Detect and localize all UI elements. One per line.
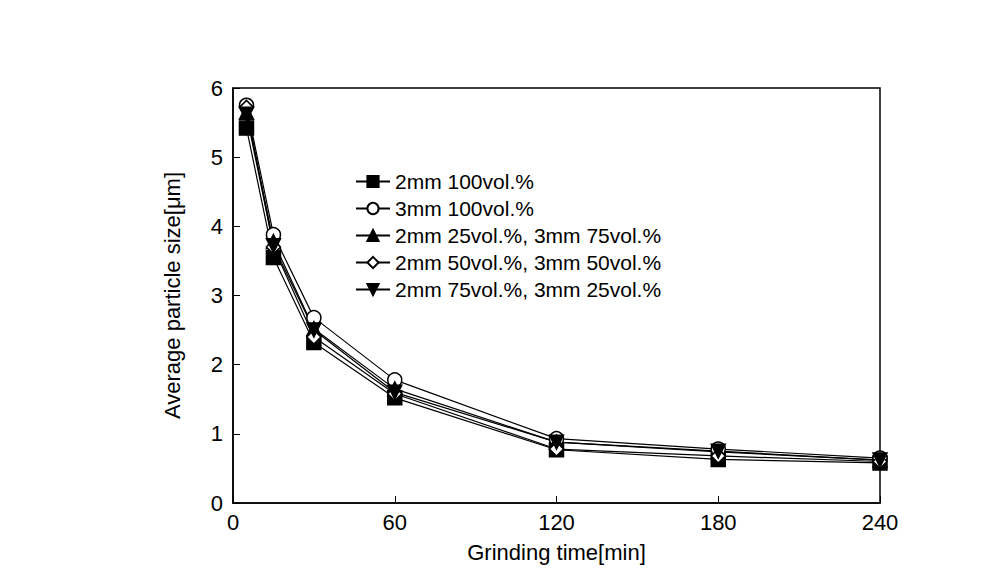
svg-text:5: 5 <box>211 145 223 170</box>
svg-text:2: 2 <box>211 352 223 377</box>
svg-text:180: 180 <box>700 510 737 535</box>
svg-text:1: 1 <box>211 421 223 446</box>
svg-text:0: 0 <box>211 491 223 516</box>
svg-text:3: 3 <box>211 283 223 308</box>
svg-text:60: 60 <box>383 510 407 535</box>
svg-text:Average particle size[μm]: Average particle size[μm] <box>160 172 185 419</box>
svg-text:2mm 25vol.%, 3mm 75vol.%: 2mm 25vol.%, 3mm 75vol.% <box>395 224 661 247</box>
svg-text:3mm 100vol.%: 3mm 100vol.% <box>395 197 534 220</box>
svg-text:2mm 75vol.%, 3mm 25vol.%: 2mm 75vol.%, 3mm 25vol.% <box>395 278 661 301</box>
svg-text:2mm 100vol.%: 2mm 100vol.% <box>395 170 534 193</box>
svg-text:4: 4 <box>211 214 223 239</box>
svg-text:6: 6 <box>211 76 223 101</box>
svg-text:240: 240 <box>862 510 899 535</box>
svg-text:Grinding time[min]: Grinding time[min] <box>467 540 646 565</box>
svg-text:2mm 50vol.%, 3mm 50vol.%: 2mm 50vol.%, 3mm 50vol.% <box>395 251 661 274</box>
svg-text:0: 0 <box>227 510 239 535</box>
svg-text:120: 120 <box>538 510 575 535</box>
